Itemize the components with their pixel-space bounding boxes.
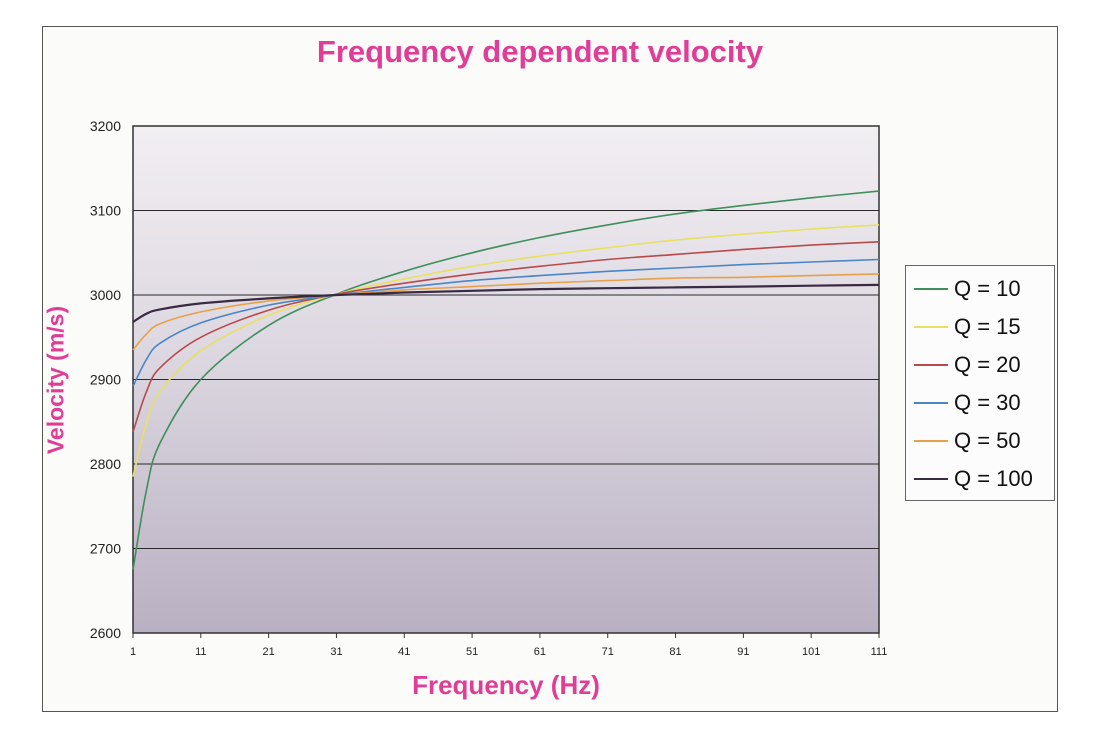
legend-swatch <box>914 288 948 290</box>
series-line-q-30 <box>132 258 880 387</box>
x-tick-label: 71 <box>602 646 614 658</box>
y-tick-label: 3000 <box>90 287 121 303</box>
x-tick-label: 61 <box>534 646 546 658</box>
y-tick-label: 2800 <box>90 456 121 472</box>
legend-item: Q = 30 <box>906 384 1054 422</box>
legend-item: Q = 50 <box>906 422 1054 460</box>
x-tick-label: 1 <box>130 646 136 658</box>
legend-item: Q = 10 <box>906 270 1054 308</box>
grid-lines <box>133 210 879 549</box>
chart-title: Frequency dependent velocity <box>316 34 764 69</box>
legend-item: Q = 100 <box>906 460 1054 498</box>
legend-label: Q = 50 <box>954 428 1021 453</box>
x-tick-label: 111 <box>871 646 888 658</box>
x-tick-label: 11 <box>195 646 206 658</box>
chart-legend: Q = 10 Q = 15 Q = 20 Q = 30 Q = 50 Q = 100 <box>905 265 1055 501</box>
series-line-q-10 <box>132 190 880 570</box>
x-tick-label: 81 <box>669 646 681 658</box>
series-line-q-100 <box>132 283 880 323</box>
x-tick-label: 31 <box>330 646 342 658</box>
y-tick-label: 2700 <box>90 541 121 557</box>
legend-swatch <box>914 440 948 442</box>
legend-swatch <box>914 326 948 328</box>
series-line-q-15 <box>132 224 880 477</box>
x-axis-label: Frequency (Hz) <box>412 670 600 700</box>
y-tick-label: 2900 <box>90 372 121 388</box>
series-lines <box>132 190 880 570</box>
legend-item: Q = 15 <box>906 308 1054 346</box>
legend-swatch <box>914 364 948 366</box>
legend-item: Q = 20 <box>906 346 1054 384</box>
legend-swatch <box>914 478 948 480</box>
y-tick-label: 2600 <box>90 625 121 641</box>
legend-label: Q = 15 <box>954 314 1021 339</box>
y-tick-label: 3200 <box>90 118 121 134</box>
legend-label: Q = 20 <box>954 352 1021 377</box>
legend-label: Q = 100 <box>954 466 1033 491</box>
x-tick-label: 101 <box>802 646 820 658</box>
x-tick-label: 51 <box>466 646 478 658</box>
x-tick-label: 21 <box>263 646 275 658</box>
x-tick-label: 41 <box>398 646 410 658</box>
legend-swatch <box>914 402 948 404</box>
y-axis-label: Velocity (m/s) <box>42 305 69 455</box>
series-line-q-50 <box>132 273 880 351</box>
x-tick-label: 91 <box>737 646 749 658</box>
y-tick-label: 3100 <box>90 203 121 219</box>
legend-label: Q = 30 <box>954 390 1021 415</box>
series-line-q-20 <box>132 241 880 433</box>
legend-label: Q = 10 <box>954 276 1021 301</box>
